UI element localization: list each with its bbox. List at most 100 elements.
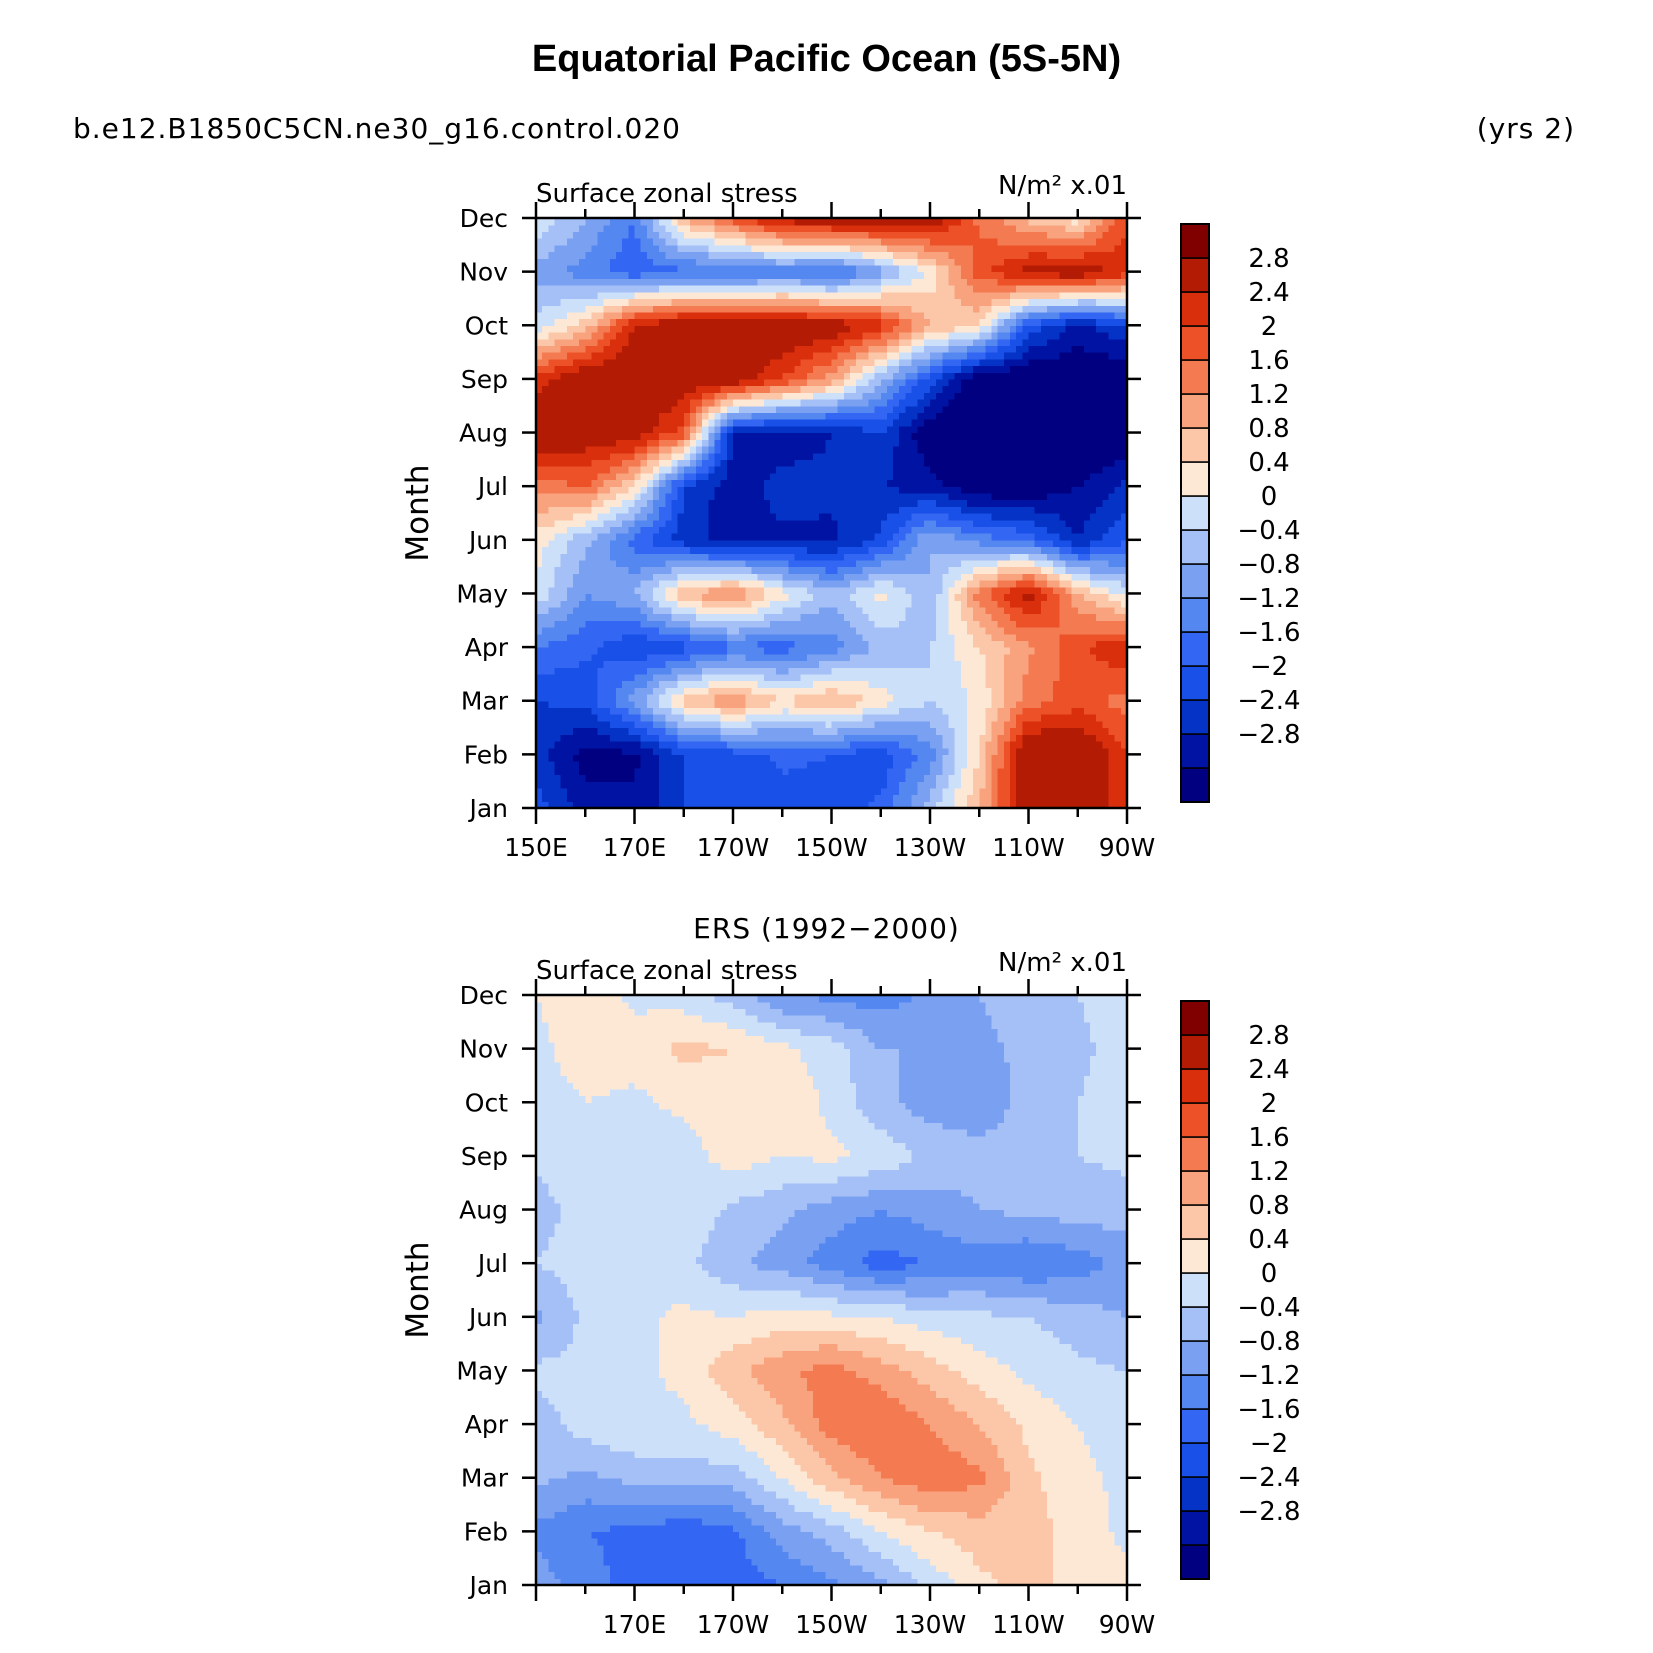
heatmap-cell — [936, 754, 943, 762]
heatmap-cell — [776, 486, 783, 494]
heatmap-cell — [591, 526, 599, 534]
heatmap-cell — [942, 580, 950, 588]
heatmap-cell — [1077, 526, 1085, 534]
heatmap-cell — [930, 580, 937, 588]
heatmap-cell — [622, 526, 629, 534]
heatmap-cell — [997, 559, 1005, 568]
heatmap-cell — [689, 519, 697, 527]
heatmap-cell — [634, 492, 642, 501]
heatmap-cell — [763, 486, 771, 494]
heatmap-cell — [1034, 472, 1042, 481]
heatmap-cell — [1090, 707, 1097, 715]
heatmap-cell — [1016, 727, 1023, 735]
heatmap-cell — [1065, 794, 1073, 802]
heatmap-cell — [960, 727, 968, 735]
heatmap-cell — [868, 667, 876, 675]
heatmap-cell — [683, 734, 691, 742]
heatmap-cell — [628, 519, 636, 527]
heatmap-cell — [757, 754, 765, 762]
heatmap-cell — [1053, 479, 1060, 487]
heatmap-cell — [991, 606, 999, 615]
heatmap-cell — [800, 680, 808, 688]
heatmap-cell — [991, 466, 999, 474]
heatmap-cell — [880, 767, 888, 776]
heatmap-cell — [979, 787, 987, 796]
heatmap-cell — [806, 539, 814, 548]
heatmap-cell — [849, 566, 857, 574]
heatmap-cell — [1059, 794, 1067, 802]
heatmap-cell — [1053, 680, 1060, 688]
heatmap-cell — [603, 774, 611, 782]
heatmap-cell — [696, 620, 703, 628]
heatmap-cell — [899, 613, 906, 621]
heatmap-cell — [665, 660, 673, 668]
heatmap-cell — [560, 580, 568, 588]
heatmap-cell — [677, 620, 685, 628]
heatmap-cell — [1090, 774, 1097, 782]
heatmap-cell — [985, 553, 993, 561]
heatmap-cell — [566, 653, 574, 662]
heatmap-cell — [1028, 580, 1036, 588]
heatmap-cell — [966, 754, 974, 762]
heatmap-cell — [696, 479, 703, 487]
heatmap-cell — [862, 586, 870, 595]
heatmap-cell — [652, 761, 660, 769]
heatmap-cell — [776, 673, 783, 682]
heatmap-cell — [603, 526, 611, 534]
heatmap-cell — [609, 513, 617, 521]
heatmap-cell — [726, 586, 734, 595]
heatmap-cell — [542, 680, 549, 688]
heatmap-cell — [689, 600, 697, 608]
heatmap-cell — [788, 660, 796, 668]
heatmap-cell — [708, 714, 716, 722]
heatmap-cell — [1108, 472, 1116, 481]
heatmap-cell — [665, 513, 673, 521]
heatmap-cell — [689, 754, 697, 762]
heatmap-cell — [603, 660, 611, 668]
heatmap-cell — [979, 767, 987, 776]
heatmap-cell — [991, 774, 999, 782]
heatmap-cell — [930, 573, 937, 581]
heatmap-cell — [911, 533, 919, 541]
heatmap-cell — [628, 781, 636, 789]
heatmap-cell — [788, 492, 796, 501]
heatmap-cell — [899, 761, 906, 769]
heatmap-cell — [1028, 559, 1036, 568]
heatmap-cell — [1003, 626, 1011, 635]
heatmap-cell — [560, 794, 568, 802]
heatmap-cell — [1108, 680, 1116, 688]
heatmap-cell — [843, 492, 851, 501]
heatmap-cell — [1120, 727, 1128, 735]
heatmap-cell — [936, 761, 943, 769]
heatmap-cell — [794, 633, 802, 641]
heatmap-cell — [622, 459, 629, 467]
years-label: (yrs 2) — [1476, 112, 1575, 145]
heatmap-cell — [591, 727, 599, 735]
heatmap-cell — [1053, 640, 1060, 648]
heatmap-cell — [1108, 647, 1116, 655]
heatmap-cell — [1065, 620, 1073, 628]
heatmap-cell — [1040, 774, 1048, 782]
heatmap-cell — [745, 472, 753, 481]
heatmap-cell — [763, 533, 771, 541]
heatmap-cell — [960, 573, 968, 581]
heatmap-cell — [856, 506, 863, 514]
heatmap-cell — [751, 687, 759, 695]
heatmap-cell — [733, 573, 740, 581]
heatmap-cell — [560, 553, 568, 561]
heatmap-cell — [800, 700, 808, 709]
heatmap-cell — [806, 472, 814, 481]
heatmap-cell — [1034, 740, 1042, 749]
heatmap-cell — [572, 747, 580, 755]
heatmap-cell — [597, 526, 605, 534]
heatmap-cell — [813, 573, 820, 581]
heatmap-cell — [689, 747, 697, 755]
heatmap-cell — [733, 700, 740, 709]
heatmap-cell — [665, 580, 673, 588]
heatmap-cell — [548, 673, 556, 682]
heatmap-cell — [1016, 580, 1023, 588]
heatmap-cell — [782, 700, 790, 709]
heatmap-cell — [616, 580, 623, 588]
heatmap-cell — [1022, 573, 1030, 581]
heatmap-cell — [905, 546, 913, 554]
